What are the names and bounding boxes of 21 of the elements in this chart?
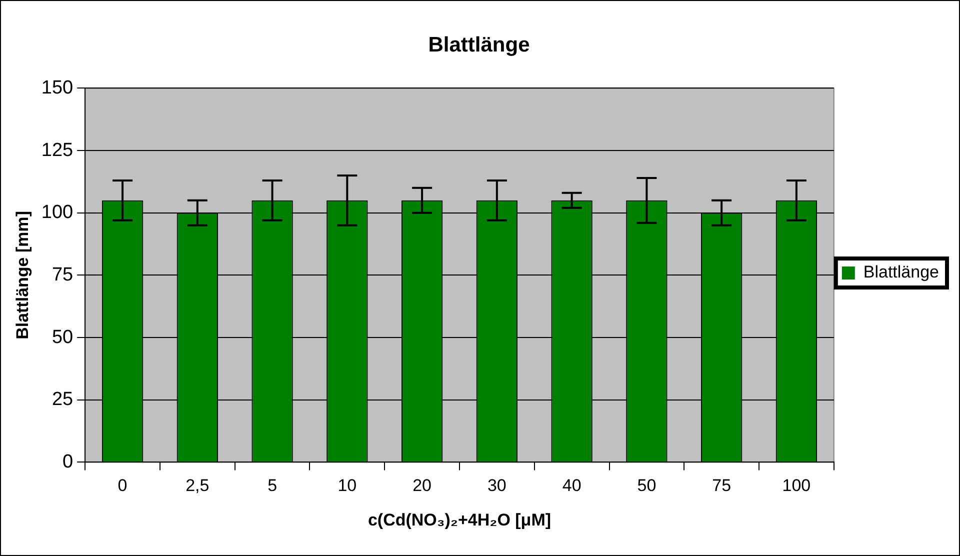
x-tick-label: 30 [487,476,506,496]
x-tick-label: 75 [712,476,732,496]
x-tick-label: 100 [782,476,811,496]
y-tick-label: 100 [41,202,74,224]
y-tick-label: 0 [62,451,74,472]
y-axis-title: Blattlänge [mm] [12,210,32,340]
x-tick-label: 40 [562,476,582,496]
y-tick-label: 125 [41,140,74,161]
x-axis-title: c(Cd(NO₃)₂+4H₂O [μM] [368,510,552,530]
x-tick-label: 0 [118,476,128,496]
y-tick-label: 150 [41,77,74,98]
y-tick-label: 25 [52,389,74,410]
y-tick-label: 75 [52,264,74,286]
x-tick-label: 10 [338,476,357,496]
y-tick-label: 50 [52,326,74,348]
chart-title: Blattlänge [428,33,530,56]
x-tick-label: 2,5 [186,476,210,496]
x-tick-label: 50 [637,476,656,496]
x-tick-label: 5 [268,476,278,496]
legend-label: Blattlänge [863,262,940,282]
x-tick-label: 20 [412,476,432,496]
